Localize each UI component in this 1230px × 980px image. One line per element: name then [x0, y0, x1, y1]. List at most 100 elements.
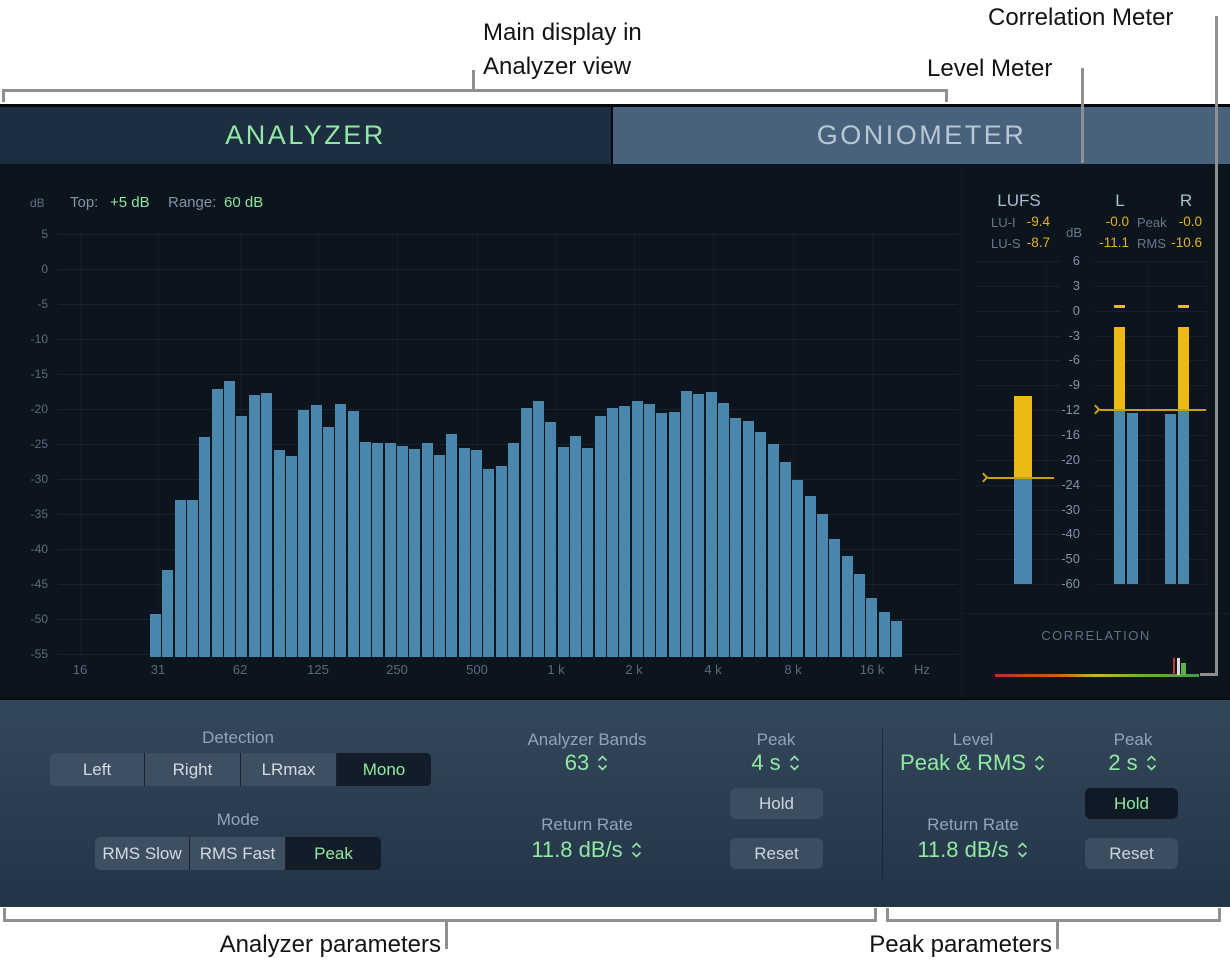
- spectrum-bar: [718, 403, 730, 657]
- analyzer-bands-value[interactable]: 63: [487, 750, 687, 776]
- peak-parameters-label-tick: [1056, 919, 1059, 949]
- stepper-icon: [789, 755, 799, 771]
- peak-time: 2 s: [1108, 750, 1138, 775]
- top-value[interactable]: +5 dB: [110, 194, 150, 211]
- db-gridline: [58, 514, 958, 515]
- analyzer-return-rate-value[interactable]: 11.8 dB/s: [487, 837, 687, 863]
- lu-i-value: -9.4: [1026, 214, 1050, 229]
- spectrum-bar: [421, 443, 433, 657]
- detection-option-lrmax[interactable]: LRmax: [241, 753, 336, 786]
- analyzer-peak-value[interactable]: 4 s: [716, 750, 836, 776]
- spectrum-bar: [409, 448, 421, 657]
- level-label: Level: [952, 730, 994, 749]
- freq-unit-label: Hz: [914, 662, 930, 677]
- meter-gridline-lr: [1094, 534, 1206, 536]
- spectrum-bar: [446, 434, 458, 657]
- left-rms-meter-bar: [1127, 413, 1138, 584]
- spectrum-bar: [545, 421, 557, 657]
- spectrum-bar: [644, 404, 655, 657]
- db-axis-label: 5: [41, 227, 48, 241]
- tab-analyzer[interactable]: ANALYZER: [0, 107, 611, 164]
- meter-gridline-lr: [1094, 584, 1206, 586]
- lu-s-value: -8.7: [1026, 235, 1050, 250]
- correlation-scale-strip: [995, 674, 1199, 677]
- lufs-meter-bar: [1014, 478, 1032, 584]
- peak-parameters-bracket: [886, 919, 1221, 922]
- spectrum-bar: [816, 514, 828, 657]
- spectrum-bar: [458, 447, 470, 657]
- detection-option-right[interactable]: Right: [145, 753, 240, 786]
- analyzer-hold-button[interactable]: Hold: [730, 788, 823, 819]
- freq-gridline: [80, 232, 81, 661]
- detection-option-mono[interactable]: Mono: [337, 753, 431, 786]
- analyzer-peak-label: Peak: [756, 730, 796, 749]
- spectrum-bar: [335, 404, 347, 657]
- db-axis-label: -10: [30, 332, 48, 346]
- right-rms-value: -10.6: [1171, 235, 1202, 250]
- tab-goniometer[interactable]: GONIOMETER: [613, 107, 1230, 164]
- spectrum-bar: [656, 412, 668, 657]
- mode-option-rms-fast[interactable]: RMS Fast: [190, 837, 285, 870]
- peak-hold-button[interactable]: Hold: [1085, 788, 1178, 819]
- spectrum-bar: [434, 455, 446, 657]
- peak-return-rate-value[interactable]: 11.8 dB/s: [873, 837, 1073, 863]
- db-axis-label: -25: [30, 437, 48, 451]
- spectrum-bar: [384, 442, 396, 657]
- meter-gridline-lr: [1094, 360, 1206, 362]
- analyzer-bands-number: 63: [564, 750, 590, 775]
- spectrum-bar: [248, 395, 260, 657]
- meter-gridline-lufs: [976, 335, 1060, 337]
- spectrum-bar: [187, 500, 199, 657]
- meter-scale-label: -6: [1068, 352, 1080, 368]
- freq-axis-label: 4 k: [704, 662, 722, 677]
- level-value[interactable]: Peak & RMS: [873, 750, 1073, 776]
- peak-return-rate-number: 11.8 dB/s: [917, 837, 1009, 862]
- range-value[interactable]: 60 dB: [224, 194, 264, 211]
- meter-db-unit-label: dB: [1066, 225, 1082, 240]
- freq-gridline: [872, 232, 873, 661]
- db-gridline: [58, 269, 958, 270]
- spectrum-bar: [261, 392, 273, 657]
- meter-scale-label: 3: [1072, 277, 1080, 293]
- analyzer-reset-button[interactable]: Reset: [730, 838, 823, 869]
- meter-panel-divider: [961, 164, 962, 698]
- spectrum-bar: [174, 500, 186, 657]
- spectrum-bar: [557, 446, 569, 657]
- multimeter-plugin-window: ANALYZER GONIOMETER dB Top: +5 dB Range:…: [0, 104, 1230, 907]
- spectrum-bar: [224, 381, 236, 657]
- freq-axis-label: 8 k: [784, 662, 802, 677]
- mode-option-peak[interactable]: Peak: [286, 837, 381, 870]
- spectrum-bar: [606, 408, 618, 657]
- spectrum-analyzer: 5 0 -5 -10 -15 -20 -25 -30 -35 -40 -45 -50 -55 16 31 62…: [0, 164, 960, 698]
- parameters-panel: Detection Left Right LRmax Mono Mode RMS Sl…: [0, 700, 1230, 907]
- mode-option-rms-slow[interactable]: RMS Slow: [95, 837, 189, 870]
- db-gridline: [58, 444, 958, 445]
- spectrum-bar: [397, 446, 408, 657]
- db-axis-label: -15: [30, 367, 48, 381]
- freq-axis-label: 500: [466, 662, 488, 677]
- right-rms-meter-bar: [1165, 414, 1176, 584]
- freq-axis-label: 16 k: [859, 662, 885, 677]
- lr-threshold-line[interactable]: [1100, 409, 1206, 411]
- detection-option-left[interactable]: Left: [50, 753, 144, 786]
- db-gridline: [58, 304, 958, 305]
- spectrum-bar: [359, 441, 371, 657]
- mode-label: Mode: [216, 810, 260, 829]
- peak-reset-button[interactable]: Reset: [1085, 838, 1178, 869]
- spectrum-bar: [310, 404, 322, 657]
- meter-vertical-gridline: [1046, 261, 1047, 584]
- spectrum-bar: [236, 416, 248, 657]
- peak-value[interactable]: 2 s: [1073, 750, 1193, 776]
- meter-scale-label: -60: [1061, 576, 1080, 592]
- meter-gridline-lr: [1094, 559, 1206, 561]
- left-channel-header: L: [1115, 191, 1125, 210]
- db-axis-label: -40: [30, 542, 48, 556]
- freq-axis-label: 125: [307, 662, 329, 677]
- meter-gridline-lr: [1094, 509, 1206, 511]
- spectrum-bar: [471, 450, 483, 657]
- db-gridline: [58, 584, 958, 585]
- spectrum-bar: [483, 468, 495, 657]
- detection-label: Detection: [202, 728, 274, 747]
- lufs-threshold-line[interactable]: [988, 477, 1054, 479]
